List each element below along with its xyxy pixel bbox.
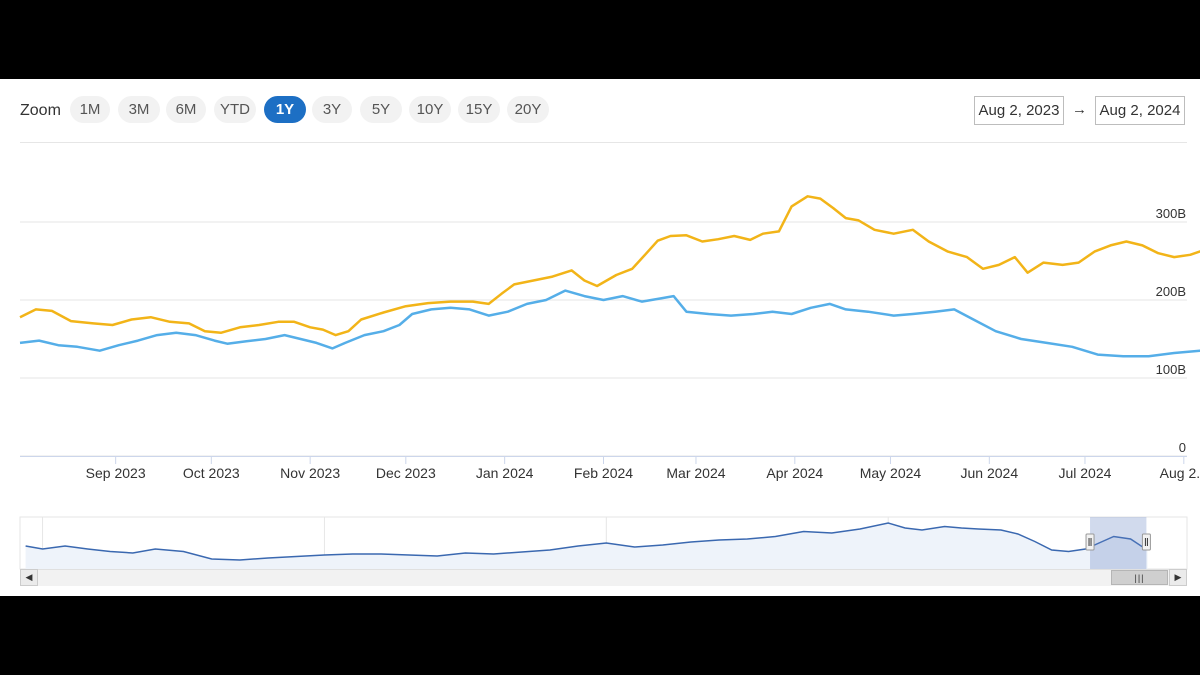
x-tick-label: Dec 2023 — [376, 465, 436, 481]
zoom-button-15y[interactable]: 15Y — [458, 96, 500, 123]
x-tick-label: Oct 2023 — [183, 465, 240, 481]
navigator-handle-left[interactable] — [1085, 533, 1095, 551]
zoom-button-ytd[interactable]: YTD — [214, 96, 256, 123]
y-tick-label: 100B — [1156, 362, 1186, 377]
y-tick-label: 200B — [1156, 284, 1186, 299]
x-tick-label: Jun 2024 — [961, 465, 1019, 481]
range-arrow: → — [1072, 101, 1087, 118]
scrollbar-track[interactable] — [20, 569, 1187, 586]
toolbar-divider — [20, 142, 1187, 143]
range-end-input[interactable]: Aug 2, 2024 — [1095, 96, 1185, 125]
navigator-line — [25, 522, 1148, 561]
zoom-button-1m[interactable]: 1M — [70, 96, 110, 123]
zoom-button-3m[interactable]: 3M — [118, 96, 160, 123]
x-tick-label: Sep 2023 — [86, 465, 146, 481]
y-tick-label: 0 — [1179, 440, 1186, 455]
zoom-button-20y[interactable]: 20Y — [507, 96, 549, 123]
x-tick-label: May 2024 — [860, 465, 922, 481]
zoom-button-3y[interactable]: 3Y — [312, 96, 352, 123]
x-tick-label: Aug 2... — [1160, 465, 1200, 481]
stock-chart: 0 100B 200B 300B Sep 2023 Oct 2023 Nov 2023 Dec… — [19, 195, 1200, 570]
zoom-label: Zoom — [20, 102, 61, 119]
range-start-input[interactable]: Aug 2, 2023 — [974, 96, 1064, 125]
series-line-2 — [19, 289, 1200, 358]
navigator-selection — [1090, 517, 1147, 569]
zoom-button-5y[interactable]: 5Y — [360, 96, 402, 123]
x-tick-label: Jan 2024 — [476, 465, 534, 481]
navigator-handle-right[interactable] — [1141, 533, 1151, 551]
scroll-left-button[interactable]: ◀ — [20, 569, 38, 586]
scrollbar-thumb[interactable]: ||| — [1111, 570, 1168, 585]
x-tick-label: Feb 2024 — [574, 465, 633, 481]
x-tick-label: Mar 2024 — [666, 465, 725, 481]
x-tick-label: Apr 2024 — [766, 465, 823, 481]
zoom-button-1y[interactable]: 1Y — [264, 96, 306, 123]
x-tick-label: Nov 2023 — [280, 465, 340, 481]
chart-panel: Zoom 1M 3M 6M YTD 1Y 3Y 5Y 10Y 15Y 20Y Aug 2, 202… — [0, 79, 1200, 596]
navigator-area — [25, 523, 1148, 569]
scroll-right-button[interactable]: ▶ — [1169, 569, 1187, 586]
zoom-button-6m[interactable]: 6M — [166, 96, 206, 123]
y-tick-label: 300B — [1156, 206, 1186, 221]
series-line-1 — [19, 195, 1200, 337]
zoom-button-10y[interactable]: 10Y — [409, 96, 451, 123]
x-tick-label: Jul 2024 — [1058, 465, 1111, 481]
